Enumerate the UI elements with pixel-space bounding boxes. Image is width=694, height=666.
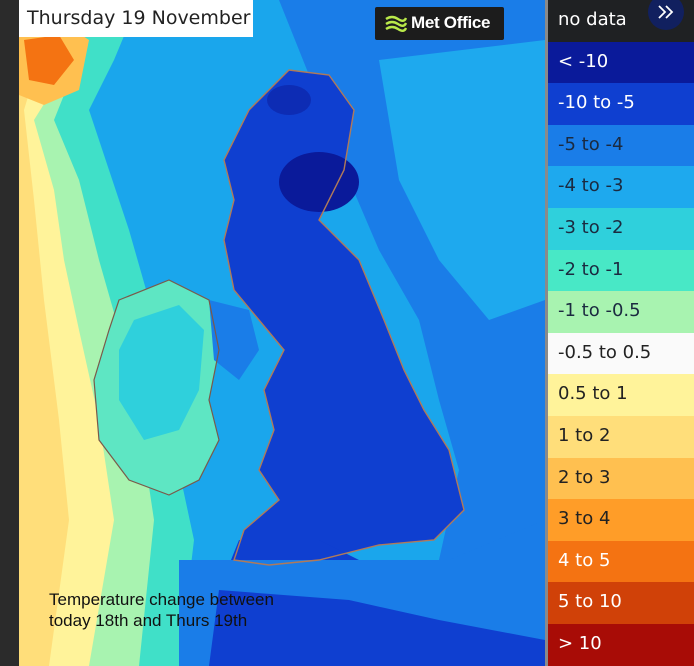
legend-item: -0.5 to 0.5 — [548, 333, 694, 374]
legend-item-label: -2 to -1 — [558, 259, 624, 280]
north-sea-light — [379, 40, 545, 320]
date-panel: Thursday 19 November — [19, 0, 253, 37]
legend-item-label: 2 to 3 — [558, 467, 611, 488]
legend-item-label: -1 to -0.5 — [558, 300, 641, 321]
irish-sea — [209, 300, 259, 380]
expand-legend-button[interactable] — [648, 0, 684, 30]
legend-item-label: 4 to 5 — [558, 550, 611, 571]
legend-item-label: 5 to 10 — [558, 591, 622, 612]
caption-line-2: today 18th and Thurs 19th — [49, 611, 248, 630]
legend-item-label: -3 to -2 — [558, 217, 624, 238]
legend-item: -3 to -2 — [548, 208, 694, 250]
temperature-change-map[interactable] — [19, 0, 545, 666]
legend-item: -1 to -0.5 — [548, 291, 694, 333]
legend-item: -2 to -1 — [548, 250, 694, 291]
legend-item: 2 to 3 — [548, 458, 694, 499]
legend-item: -10 to -5 — [548, 83, 694, 125]
ireland-coastline — [93, 279, 220, 496]
legend-item: < -10 — [548, 42, 694, 83]
met-office-mark-icon — [385, 15, 408, 32]
sea-deep-orange-patch — [24, 35, 74, 85]
legend-item: 3 to 4 — [548, 499, 694, 541]
legend-item-label: -5 to -4 — [558, 134, 624, 155]
legend-item: > 10 — [548, 624, 694, 666]
gb-coastline — [223, 69, 465, 566]
logo-text: Met Office — [411, 13, 491, 32]
temperature-legend: no data < -10 -10 to -5 -5 to -4 -4 to -3 -3 … — [548, 0, 694, 666]
legend-item-label: 3 to 4 — [558, 508, 611, 529]
legend-item: 1 to 2 — [548, 416, 694, 458]
double-chevron-right-icon — [658, 5, 674, 19]
met-office-logo: Met Office — [375, 7, 504, 40]
north-scotland-cold — [267, 85, 311, 115]
france-coast — [209, 590, 545, 666]
legend-item-label: -10 to -5 — [558, 92, 635, 113]
legend-item-label: -4 to -3 — [558, 175, 624, 196]
legend-item-label: < -10 — [558, 51, 609, 72]
legend-item: -4 to -3 — [548, 166, 694, 208]
legend-item-label: -0.5 to 0.5 — [558, 342, 652, 363]
map-caption: Temperature change between today 18th an… — [49, 589, 274, 631]
legend-item-label: 0.5 to 1 — [558, 383, 628, 404]
legend-item: 4 to 5 — [548, 541, 694, 582]
left-margin — [0, 0, 19, 666]
date-label: Thursday 19 November — [27, 7, 251, 29]
ireland-inner — [119, 305, 204, 440]
legend-item-label: no data — [558, 9, 627, 30]
map-legend-divider — [545, 0, 548, 666]
legend-item: 5 to 10 — [548, 582, 694, 624]
highland-cold-spot — [279, 152, 359, 212]
legend-item-label: > 10 — [558, 633, 602, 654]
map-canvas — [19, 0, 545, 666]
caption-line-1: Temperature change between — [49, 590, 274, 609]
legend-item: -5 to -4 — [548, 125, 694, 166]
sea-light-orange-band — [19, 0, 69, 666]
legend-item-label: 1 to 2 — [558, 425, 611, 446]
legend-item: 0.5 to 1 — [548, 374, 694, 416]
